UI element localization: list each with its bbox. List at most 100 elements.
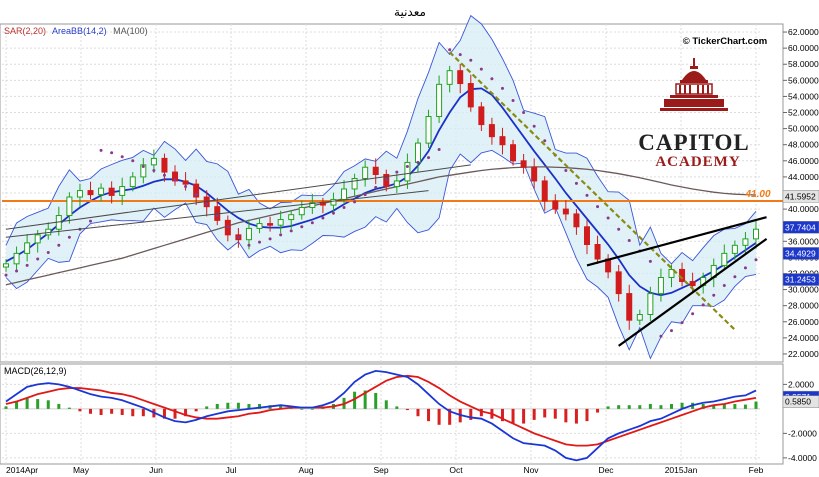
sar-dot [4,273,8,277]
sar-dot [374,185,378,189]
macd-histogram-bar [722,403,726,409]
candle-body [129,176,136,188]
sar-dot [57,243,61,247]
down-trend-line [448,51,736,331]
price-tick-label: 54.0000 [788,91,819,101]
macd-histogram-bar [15,401,19,409]
macd-histogram-bar [131,408,135,417]
macd-histogram-bar [205,406,209,409]
price-tick-label: 24.0000 [788,333,819,343]
sar-dot [236,235,240,239]
candle-body [499,136,506,146]
macd-histogram-bar [184,408,188,417]
sar-dot [25,263,29,267]
sar-dot [574,181,578,185]
macd-histogram-bar [574,408,578,424]
bollinger-band [5,14,757,360]
macd-histogram-bar [659,405,663,409]
sar-dot [247,243,251,247]
macd-histogram-bar [532,408,536,420]
candle-body [457,70,464,85]
macd-histogram-bar [141,408,145,417]
price-badge-box [782,190,819,203]
price-badge-box [782,273,819,286]
candle-body [436,83,443,118]
candle-body [562,208,569,215]
price-tick-label: 40.0000 [788,204,819,214]
macd-histogram-bar [617,405,621,409]
candle-body [182,180,189,185]
candle-body [140,164,147,178]
signal-line [5,374,757,447]
level-label: 41.00 [744,189,770,200]
candle-body [753,228,759,240]
macd-histogram-bar [4,406,8,409]
price-badge-label: 41.5952 [785,191,816,201]
candle-body [267,223,274,226]
sar-dot [353,200,357,204]
sar-dot [564,168,568,172]
macd-tick-label: -4.0000 [788,453,817,463]
macd-histogram-bar [89,408,93,414]
candle-body [288,214,295,221]
sar-dot [120,155,124,159]
candle-body [414,142,421,163]
macd-histogram-bar [279,405,283,409]
sar-dot [194,193,198,197]
sar-dot [99,148,103,152]
sar-dot [627,238,631,242]
candle-body [3,263,9,268]
sar-dot [141,164,145,168]
sar-dot [522,111,526,115]
candle-body [362,166,369,180]
sar-dot [331,211,335,215]
candle-body [161,157,168,173]
sar-dot [585,193,589,197]
sar-dot [36,257,40,261]
resistance-line [586,216,767,267]
candle-body [309,202,316,208]
macd-histogram-bar [405,408,409,411]
candle-body [594,244,601,260]
price-badge-label: 34.4929 [785,248,816,258]
sar-dot [215,214,219,218]
price-tick-label: 58.0000 [788,59,819,69]
sar-dots [4,48,758,338]
candle-body [87,190,94,196]
macd-histogram-bar [606,406,610,409]
sar-dot [162,173,166,177]
macd-histogram-bar [680,402,684,409]
price-badge-box [782,221,819,234]
macd-histogram-bar [743,404,747,409]
sar-dot [279,233,283,237]
indicator-legend: SAR(2,20) AreaBB(14,2) MA(100) [4,26,148,36]
candle-body [541,180,548,202]
macd-histogram-bar [648,403,652,409]
x-tick-label: Jun [149,465,163,475]
candle-body [636,314,643,321]
sar-dot [427,156,431,160]
macd-histogram-bar [553,408,557,419]
macd-histogram-bar [543,408,547,418]
sar-dot [532,124,536,128]
macd-histogram-bar [479,408,483,417]
x-tick-label: Jul [226,465,237,475]
sar-dot [511,98,515,102]
macd-layer [2,369,760,462]
bb-lower [5,149,757,360]
candle-body [583,226,590,246]
macd-histogram-bar [99,408,103,415]
sar-dot [691,312,695,316]
macd-histogram-bar [500,408,504,422]
sar-dot [258,240,262,244]
macd-histogram-bar [110,408,114,414]
macd-histogram-bar [310,408,314,410]
candle-body [552,200,559,210]
macd-histogram-bar [67,407,71,409]
candle-body [510,144,517,162]
candle-body [351,178,358,190]
candle-body [689,281,696,287]
candle-body [13,252,20,265]
